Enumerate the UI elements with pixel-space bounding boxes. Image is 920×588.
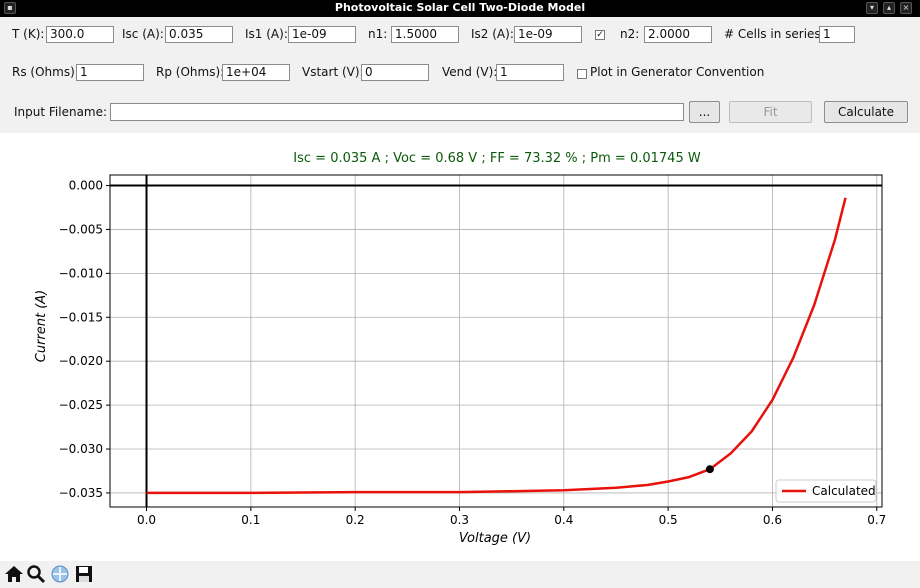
y-tick-label: −0.005 [59,222,103,236]
y-tick-label: −0.025 [59,398,103,412]
y-tick-label: −0.015 [59,310,103,324]
t-field[interactable]: 300.0 [46,26,114,43]
max-power-point-marker [705,465,714,474]
vstart-label: Vstart (V): [302,65,364,79]
calculate-button[interactable]: Calculate [824,101,908,123]
generator-convention-checkbox[interactable] [577,69,587,79]
n2-field[interactable]: 2.0000 [644,26,712,43]
n2-label: n2: [620,27,640,41]
legend-box [775,479,877,503]
legend-label: Calculated [812,484,876,498]
x-tick-label: 0.7 [867,513,886,527]
rp-label: Rp (Ohms): [156,65,225,79]
axes [109,174,883,508]
parameter-panel: T (K): 300.0 Isc (A): 0.035 Is1 (A): 1e-… [0,17,920,133]
vend-label: Vend (V): [442,65,498,79]
x-tick-label: 0.4 [554,513,573,527]
y-axis-label: Current (A) [34,290,49,363]
home-icon[interactable] [4,564,24,584]
grid-lines [110,175,882,507]
maximize-icon[interactable]: ▴ [883,2,895,14]
x-tick-label: 0.1 [241,513,260,527]
cells-label: # Cells in series: [724,27,825,41]
is1-label: Is1 (A): [245,27,288,41]
window-menu-icon[interactable]: ▪ [4,2,16,14]
window-title: Photovoltaic Solar Cell Two-Diode Model [334,1,586,14]
series-layer [146,197,847,495]
y-tick-label: −0.030 [59,442,103,456]
close-icon[interactable]: × [900,2,912,14]
cells-field[interactable]: 1 [819,26,855,43]
x-tick-label: 0.6 [763,513,782,527]
fit-button[interactable]: Fit [729,101,812,123]
browse-button[interactable]: ... [689,101,720,123]
iv-curve-chart[interactable]: Isc = 0.035 A ; Voc = 0.68 V ; FF = 73.3… [0,133,920,561]
rs-label: Rs (Ohms): [12,65,79,79]
pan-icon[interactable] [50,564,70,584]
x-tick-label: 0.3 [450,513,469,527]
x-tick-label: 0.2 [346,513,365,527]
y-tick-label: −0.035 [59,486,103,500]
vend-field[interactable]: 1 [496,64,564,81]
is2-enable-checkbox[interactable]: ✓ [595,30,605,40]
window-titlebar: ▪ Photovoltaic Solar Cell Two-Diode Mode… [0,0,920,17]
axis-ticks: 0.0 0.1 0.2 0.3 0.4 0.5 0.6 0.7 0.000 −0.005 −0.01… [59,179,887,527]
plot-area: Isc = 0.035 A ; Voc = 0.68 V ; FF = 73.3… [0,133,920,561]
is2-label: Is2 (A): [471,27,514,41]
legend: Calculated [775,479,877,503]
zoom-icon[interactable] [26,564,46,584]
plot-frame [109,174,883,508]
save-icon[interactable] [74,564,94,584]
isc-field[interactable]: 0.035 [165,26,233,43]
y-tick-label: 0.000 [69,179,103,193]
y-tick-label: −0.020 [59,354,103,368]
vstart-field[interactable]: 0 [361,64,429,81]
navigation-toolbar [0,561,920,588]
x-axis-label: Voltage (V) [459,531,531,546]
input-filename-field[interactable] [110,103,684,121]
is1-field[interactable]: 1e-09 [288,26,356,43]
t-label: T (K): [12,27,45,41]
x-tick-label: 0.0 [137,513,156,527]
n1-field[interactable]: 1.5000 [391,26,459,43]
y-tick-label: −0.010 [59,266,103,280]
results-summary: Isc = 0.035 A ; Voc = 0.68 V ; FF = 73.3… [293,151,701,166]
minimize-icon[interactable]: ▾ [866,2,878,14]
n1-label: n1: [368,27,388,41]
rp-field[interactable]: 1e+04 [222,64,290,81]
generator-convention-label: Plot in Generator Convention [590,65,765,79]
isc-label: Isc (A): [122,27,164,41]
is2-field[interactable]: 1e-09 [514,26,582,43]
input-filename-label: Input Filename: [14,105,108,119]
x-tick-label: 0.5 [659,513,678,527]
rs-field[interactable]: 1 [76,64,144,81]
series-line-calculated [146,197,847,495]
